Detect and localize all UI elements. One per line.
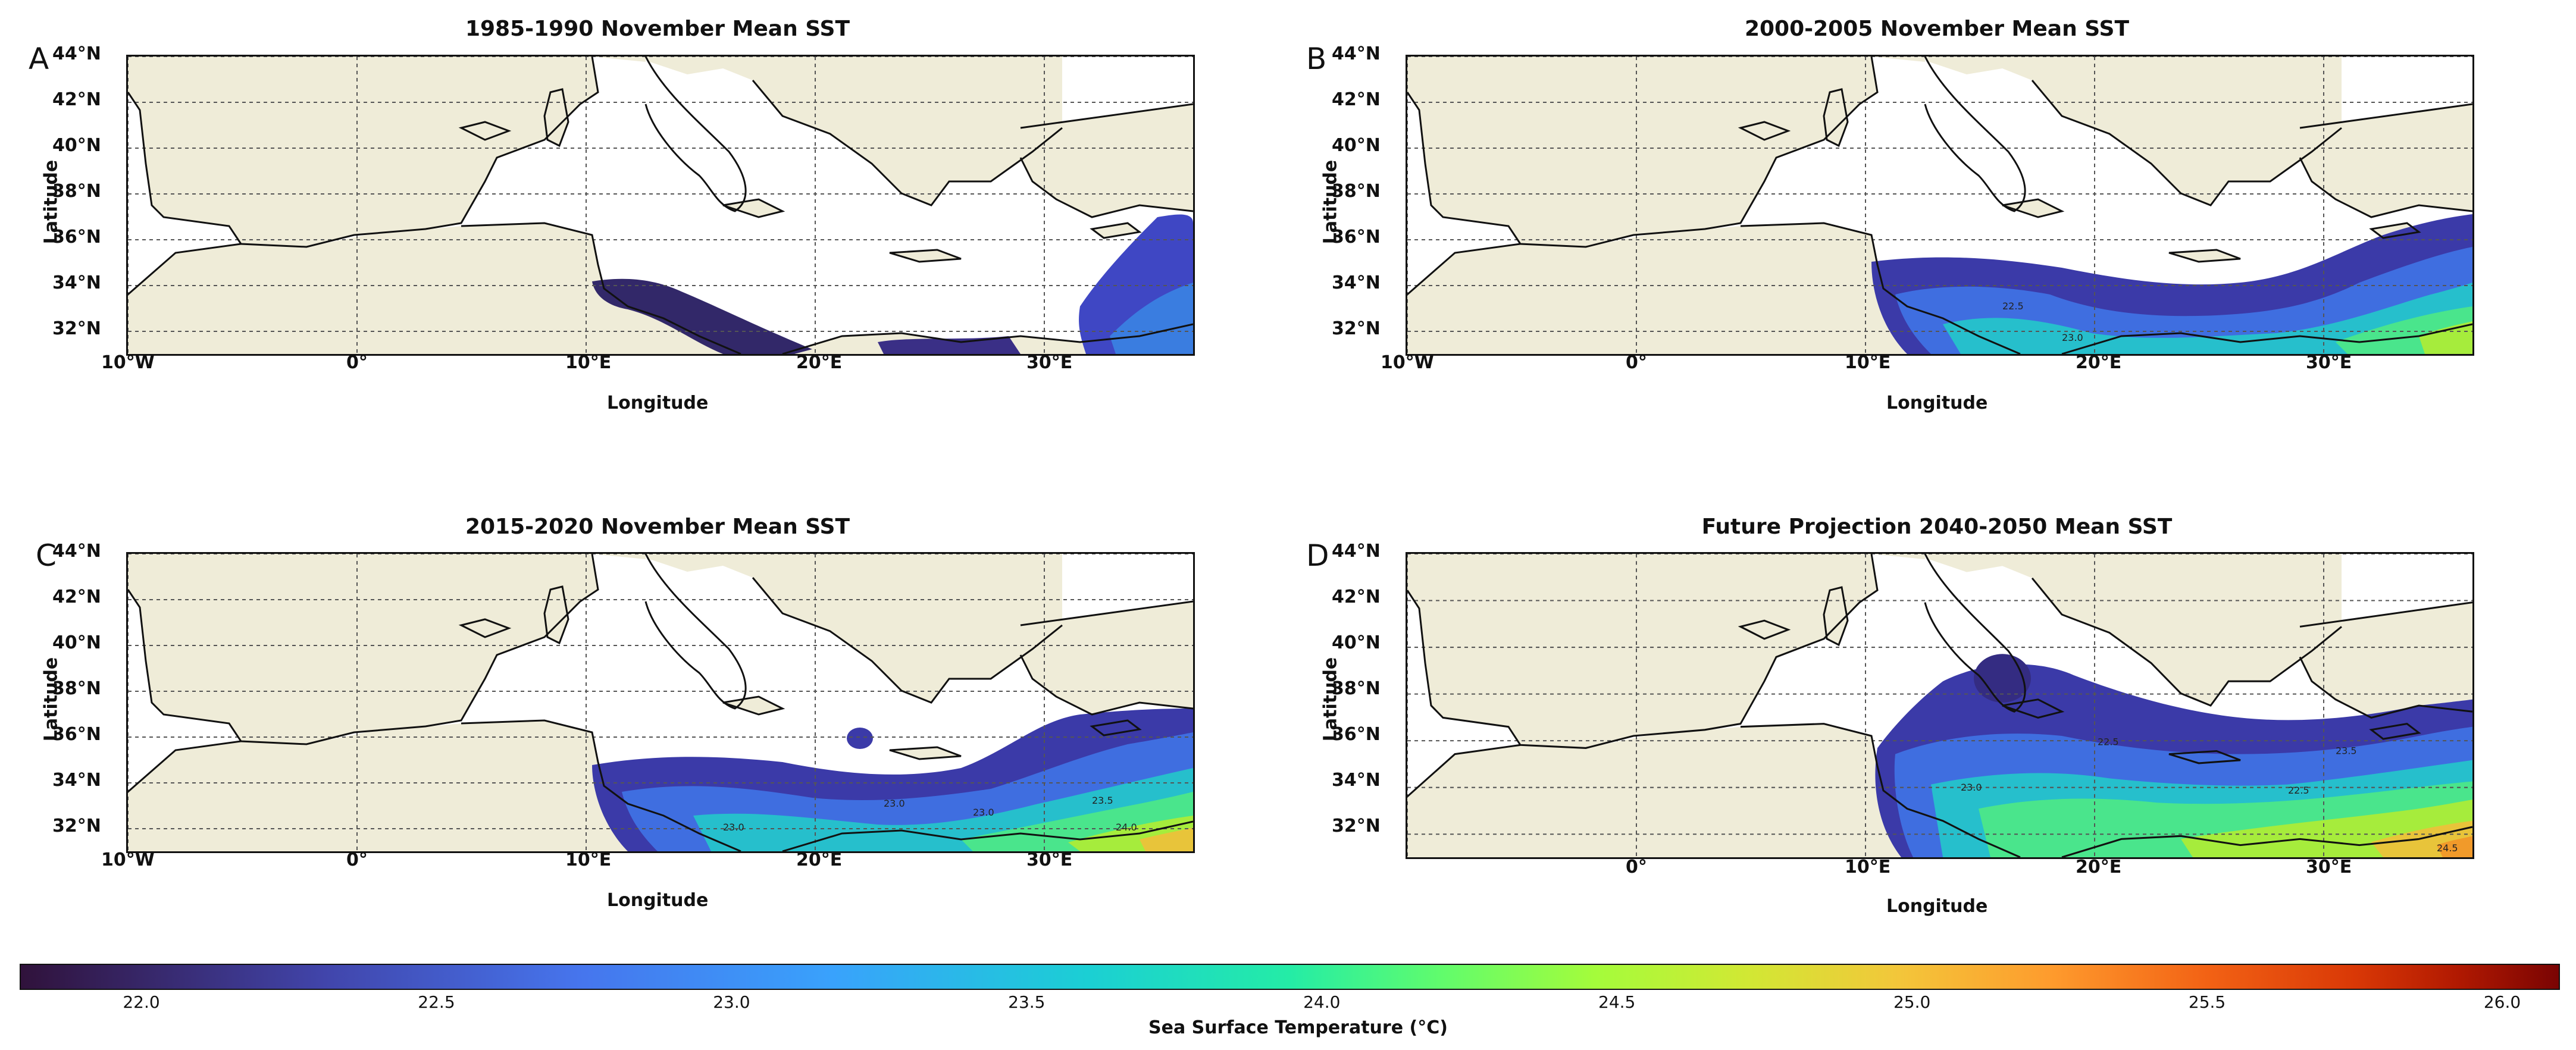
xtick: 10°W <box>101 850 155 870</box>
colorbar-tick: 24.5 <box>1598 992 1636 1012</box>
ytick: 42°N <box>1332 587 1381 607</box>
ytick: 32°N <box>1332 816 1381 836</box>
xtick: 20°E <box>796 352 843 373</box>
xtick: 30°E <box>2306 857 2352 877</box>
xtick: 20°E <box>2076 352 2122 373</box>
map-d: 23.0 22.5 23.5 22.5 24.5 <box>1406 552 2474 859</box>
panel-letter-b: B <box>1306 42 1327 76</box>
colorbar-tick: 22.0 <box>123 992 160 1012</box>
xtick: 10°E <box>1845 352 1891 373</box>
xtick: 0° <box>346 850 368 870</box>
contour-label: 23.5 <box>1092 795 1113 806</box>
ytick: 44°N <box>1332 541 1381 562</box>
ytick: 44°N <box>52 541 101 562</box>
xtick: 0° <box>346 352 368 373</box>
ytick: 34°N <box>52 272 101 293</box>
ytick: 40°N <box>1332 632 1381 653</box>
contour-label: 23.5 <box>2336 745 2357 756</box>
panel-letter-c: C <box>36 538 57 573</box>
panel-title-c: 2015-2020 November Mean SST <box>465 515 850 539</box>
xtick: 10°W <box>1381 352 1434 373</box>
ytick: 38°N <box>1332 181 1381 202</box>
colorbar-tick: 23.5 <box>1008 992 1046 1012</box>
contour-label: 24.0 <box>1116 822 1137 833</box>
ytick: 32°N <box>52 318 101 339</box>
colorbar-tick: 26.0 <box>2483 992 2521 1012</box>
colorbar-tick: 25.0 <box>1893 992 1931 1012</box>
xlabel-d: Longitude <box>1886 896 1988 917</box>
ytick: 42°N <box>52 89 101 110</box>
contour-label: 23.0 <box>723 822 744 833</box>
sst-field-a <box>592 214 1193 354</box>
ytick: 36°N <box>1332 724 1381 745</box>
ytick: 42°N <box>1332 89 1381 110</box>
ytick: 34°N <box>1332 770 1381 791</box>
xtick: 10°E <box>565 352 612 373</box>
panel-letter-a: A <box>29 42 49 76</box>
ytick: 40°N <box>1332 135 1381 156</box>
ytick: 34°N <box>1332 272 1381 293</box>
colorbar-tick: 22.5 <box>418 992 455 1012</box>
ytick: 42°N <box>52 587 101 607</box>
contour-label: 23.0 <box>2062 332 2083 343</box>
map-b-svg: 22.5 23.0 <box>1407 57 2472 354</box>
colorbar-tick: 24.0 <box>1303 992 1341 1012</box>
ytick: 44°N <box>1332 43 1381 64</box>
contour-label: 22.5 <box>2002 300 2024 312</box>
ytick: 38°N <box>1332 678 1381 699</box>
contour-label: 22.5 <box>2288 785 2309 796</box>
xtick: 30°E <box>2306 352 2352 373</box>
colorbar-label: Sea Surface Temperature (°C) <box>1148 1017 1448 1038</box>
xtick: 0° <box>1626 857 1647 877</box>
ytick: 36°N <box>1332 227 1381 247</box>
ytick: 40°N <box>52 135 101 156</box>
colorbar <box>20 964 2560 990</box>
ytick: 36°N <box>52 227 101 247</box>
xtick: 30°E <box>1026 352 1073 373</box>
xlabel-b: Longitude <box>1886 393 1988 413</box>
map-a-svg <box>128 57 1193 354</box>
xtick: 10°W <box>101 352 155 373</box>
ytick: 38°N <box>52 678 101 699</box>
ytick: 36°N <box>52 724 101 745</box>
panel-title-d: Future Projection 2040-2050 Mean SST <box>1701 515 2173 539</box>
xtick: 20°E <box>2076 857 2122 877</box>
panel-title-b: 2000-2005 November Mean SST <box>1744 17 2130 41</box>
panel-title-a: 1985-1990 November Mean SST <box>465 17 850 41</box>
xlabel-c: Longitude <box>607 890 709 911</box>
contour-label: 24.5 <box>2437 842 2458 854</box>
ytick: 38°N <box>52 181 101 202</box>
map-a <box>126 55 1195 356</box>
map-b: 22.5 23.0 <box>1406 55 2474 356</box>
contour-label: 23.0 <box>1961 782 1982 793</box>
contour-label: 23.0 <box>973 807 994 818</box>
xtick: 20°E <box>796 850 843 870</box>
xtick: 10°E <box>565 850 612 870</box>
map-c: 23.0 23.5 24.0 23.0 23.0 <box>126 552 1195 853</box>
contour-label: 22.5 <box>2098 736 2119 747</box>
ytick: 32°N <box>1332 318 1381 339</box>
ytick: 32°N <box>52 816 101 836</box>
map-d-svg: 23.0 22.5 23.5 22.5 24.5 <box>1407 554 2472 857</box>
colorbar-tick: 23.0 <box>713 992 750 1012</box>
panel-letter-d: D <box>1306 538 1329 573</box>
ytick: 40°N <box>52 632 101 653</box>
contour-label: 23.0 <box>884 798 905 809</box>
xlabel-a: Longitude <box>607 393 709 413</box>
map-c-svg: 23.0 23.5 24.0 23.0 23.0 <box>128 554 1193 851</box>
xtick: 30°E <box>1026 850 1073 870</box>
sst-field-b <box>1871 214 2472 354</box>
xtick: 10°E <box>1845 857 1891 877</box>
sst-field-c <box>592 709 1193 851</box>
colorbar-tick: 25.5 <box>2188 992 2226 1012</box>
ytick: 34°N <box>52 770 101 791</box>
xtick: 0° <box>1626 352 1647 373</box>
ytick: 44°N <box>52 43 101 64</box>
